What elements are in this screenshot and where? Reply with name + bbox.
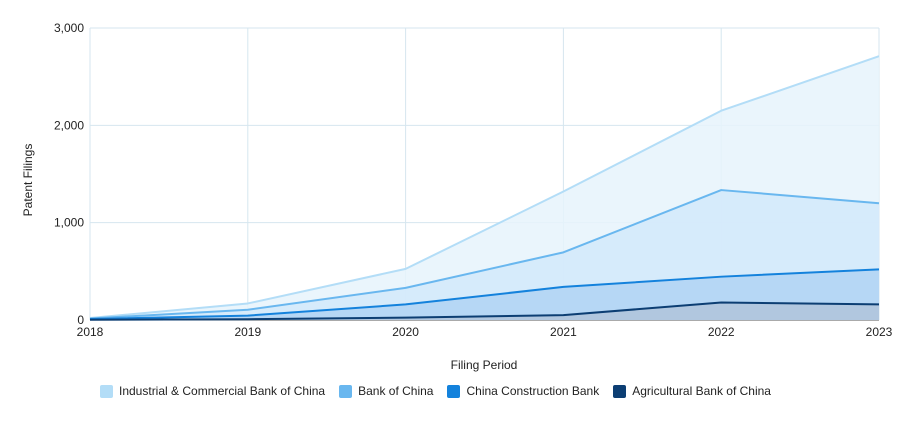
legend-label: Industrial & Commercial Bank of China: [119, 384, 326, 398]
legend-item-3[interactable]: Agricultural Bank of China: [613, 384, 771, 398]
legend-swatch: [447, 384, 461, 398]
line-series-1: [89, 189, 880, 320]
y-tick-label: 0: [77, 313, 84, 327]
y-tick-label: 3,000: [54, 21, 84, 35]
y-tick-label: 2,000: [54, 118, 84, 132]
legend-label: Agricultural Bank of China: [632, 384, 771, 398]
legend-label: Bank of China: [358, 384, 434, 398]
line-series-0: [89, 55, 880, 320]
x-tick-label: 2022: [708, 325, 735, 339]
legend-swatch: [339, 384, 353, 398]
series-lines: [89, 55, 880, 321]
area-series-3: [90, 302, 879, 320]
line-series-3: [89, 301, 880, 321]
x-tick-label: 2019: [234, 325, 261, 339]
legend-swatch: [613, 384, 627, 398]
y-axis-title: Patent Filings: [21, 144, 35, 217]
x-tick-label: 2021: [550, 325, 577, 339]
legend: Industrial & Commercial Bank of China Ban…: [100, 384, 785, 398]
y-tick-label: 1,000: [54, 216, 84, 230]
legend-item-1[interactable]: Bank of China: [339, 384, 433, 398]
x-tick-labels: 2018 2019 2020 2021 2022 2023: [77, 325, 893, 339]
x-tick-label: 2023: [866, 325, 893, 339]
legend-item-0[interactable]: Industrial & Commercial Bank of China: [100, 384, 325, 398]
legend-swatch: [100, 384, 113, 398]
x-tick-label: 2020: [392, 325, 419, 339]
x-tick-label: 2018: [77, 325, 104, 339]
x-axis-title: Filing Period: [451, 358, 518, 372]
y-tick-labels: 0 1,000 2,000 3,000: [54, 21, 84, 327]
legend-item-2[interactable]: China Construction Bank: [447, 384, 599, 398]
line-series-2: [89, 268, 880, 321]
areas: [90, 56, 879, 321]
legend-label: China Construction Bank: [466, 384, 600, 398]
